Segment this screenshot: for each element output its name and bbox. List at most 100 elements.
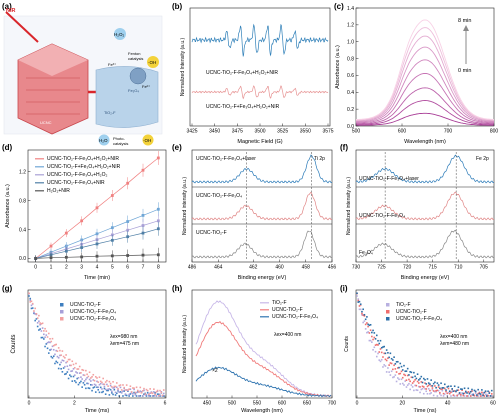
decay-point [389,362,392,364]
decay-point [135,386,138,389]
decay-point [451,388,453,390]
decay-point [392,376,394,379]
decay-point [416,380,419,383]
decay-point [409,388,411,391]
decay-point [122,390,124,393]
decay-point [104,393,107,396]
decay-point [384,365,387,367]
kinetics-point [156,156,160,160]
x-tick-label: 7 [142,265,145,271]
decay-point [450,385,452,388]
decay-point [369,329,372,332]
decay-point [490,389,493,392]
decay-point [64,373,66,376]
decay-point [34,319,36,322]
decay-point [478,391,481,394]
h2o-label: H₂O [99,138,108,143]
decay-point [125,389,128,391]
decay-point [469,395,472,397]
decay-point [385,359,388,362]
decay-point [146,389,149,392]
decay-point [28,292,30,295]
decay-point [415,377,418,380]
decay-point [392,359,394,361]
decay-point [357,301,360,303]
panel-f: (f) 730 725 720 715 710 705 UCNC-TiO₂-F-Fe₃O₄… [340,143,495,281]
x-tick-label: 460 [275,265,284,271]
decay-point [88,387,91,390]
decay-point [151,395,154,397]
decay-point [49,349,51,351]
x-tick-label: 450 [203,401,212,407]
absorbance-curve [356,35,494,121]
decay-point [138,395,140,397]
decay-point [44,336,46,339]
decay-point [429,383,431,385]
kinetics-point [49,256,53,260]
y-tick-label: 0.6 [347,73,354,79]
decay-point [382,366,384,368]
decay-point [65,361,67,364]
decay-point [134,394,137,396]
decay-point [479,395,482,397]
y-tick-label: 1.0 [347,40,354,46]
decay-point [387,357,389,359]
decay-point [30,300,33,303]
decay-point [104,388,107,391]
plot-frame-g [27,289,167,399]
decay-point [83,380,86,382]
absorbance-curve [356,100,494,125]
decay-point [123,386,125,389]
decay-point [66,365,69,368]
decay-point [80,376,82,378]
decay-point [382,346,384,348]
x-axis-label-g: Time (ms) [85,408,110,414]
x-tick-label: 4 [96,265,99,271]
decay-point [406,367,409,370]
decay-point [132,393,134,395]
decay-point [57,347,60,349]
decay-point [414,375,416,378]
decay-point [47,332,50,335]
decay-point [401,369,404,371]
decay-point [59,354,61,357]
decay-point [78,365,81,368]
decay-point [421,381,424,384]
kinetics-point [141,224,145,227]
decay-point [408,374,410,376]
kinetics-point [64,249,68,253]
decay-point [367,323,369,326]
kinetics-point [95,232,99,236]
kinetics-point [126,254,130,257]
decay-point [159,395,161,397]
decay-point [70,364,72,367]
decay-point [137,389,139,392]
decay-point [379,348,382,350]
decay-point [93,383,96,386]
decay-point [87,382,90,385]
plot-frame-i [355,289,495,399]
decay-point [41,336,44,339]
ticks-d: 0 1 2 3 4 5 6 7 8 0.0 0.4 0.8 1.2 [19,169,160,270]
decay-point [72,363,75,366]
decay-point [55,349,57,352]
decay-point [422,386,425,388]
decay-point [456,394,458,397]
decay-point [122,395,124,397]
corner-label-e: Ti 2p [314,156,325,162]
plot-frame-c [355,7,495,127]
decay-point [478,392,481,395]
x-tick-label: 6 [126,265,129,271]
decay-point [441,387,444,389]
x-tick-label: 715 [428,265,437,271]
legend-bottom-b: UCNC-TiO₂-F+Fe₃O₄+H₂O₂+NIR [206,104,280,110]
decay-point [362,308,364,311]
oh-label-1: ·OH [148,60,156,65]
decay-point [81,378,83,380]
decay-point [65,354,67,356]
decay-point [128,388,130,390]
decay-point [406,374,409,377]
decay-point [413,389,415,392]
decay-point [148,393,150,396]
